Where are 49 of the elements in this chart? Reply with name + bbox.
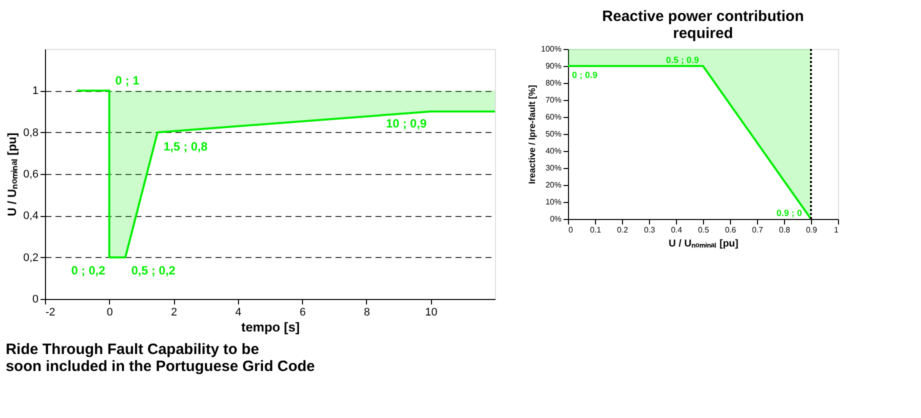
y-axis-title: U / Uₙₒₘᵢₙₐₗ [pu] [5, 132, 20, 216]
y-tick-label: 0,4 [23, 210, 38, 222]
y-tick-label: 1 [32, 85, 38, 98]
y-tick-label: 50% [545, 130, 562, 138]
x-axis-title: tempo [s] [241, 320, 300, 334]
x-axis-title: U / Uₙₒₘᵢₙₐₗ [pu] [668, 238, 738, 250]
y-tick-label: 0,8 [23, 126, 38, 139]
x-tick-label: 0.6 [724, 226, 737, 234]
y-tick-label: 80% [545, 78, 562, 88]
x-tick-label: 0.5 [698, 226, 710, 234]
y-tick-label: 0,2 [23, 252, 38, 264]
x-tick-label: 6 [300, 306, 306, 318]
annotation: 10 ; 0,9 [386, 116, 428, 130]
annotation: 0 ; 1 [115, 74, 140, 88]
y-tick-label: 90% [545, 62, 562, 70]
y-tick-label: 0,6 [23, 168, 38, 180]
y-tick-label: 30% [545, 164, 562, 172]
y-tick-label: 0 [32, 294, 38, 306]
annotation: 0.5 ; 0.9 [666, 55, 699, 65]
x-tick-label: 4 [235, 306, 242, 318]
x-tick-label: 0.1 [590, 226, 602, 234]
annotation: 0.9 ; 0 [776, 208, 802, 218]
x-tick-label: 0.7 [752, 226, 764, 234]
y-axis-title: Ireactive / Ipre-fault [%] [527, 84, 538, 184]
x-tick-label: 0 [568, 226, 574, 234]
y-tick-label: 10% [545, 198, 562, 206]
x-tick-label: 8 [364, 306, 370, 318]
x-tick-label: 10 [425, 306, 438, 318]
x-tick-label: 2 [171, 306, 178, 318]
x-tick-label: 0.3 [644, 226, 656, 234]
x-tick-label: 0.2 [616, 226, 629, 234]
annotation: 1,5 ; 0,8 [164, 139, 208, 154]
x-tick-label: 1 [834, 226, 840, 234]
y-tick-label: 40% [545, 146, 562, 156]
annotation: 0,5 ; 0,2 [131, 263, 176, 278]
chart-title: Reactive power contribution required [602, 8, 804, 42]
y-tick-label: 20% [545, 180, 562, 190]
x-tick-label: 0.4 [670, 226, 683, 234]
y-tick-label: 100% [541, 44, 562, 54]
y-tick-label: 70% [545, 96, 562, 104]
annotation: 0 ; 0,2 [71, 263, 106, 278]
x-tick-label: -2 [46, 306, 56, 318]
y-tick-label: 0% [550, 214, 562, 224]
x-tick-label: 0.9 [806, 226, 818, 234]
text: Ride Through Fault Capability to be soon included in the Portuguese Grid Code [6, 341, 315, 375]
annotation: 0 ; 0.9 [572, 70, 598, 80]
x-tick-label: 0.8 [778, 226, 791, 234]
x-tick-label: 0 [106, 306, 113, 318]
y-tick-label: 60% [545, 112, 562, 122]
